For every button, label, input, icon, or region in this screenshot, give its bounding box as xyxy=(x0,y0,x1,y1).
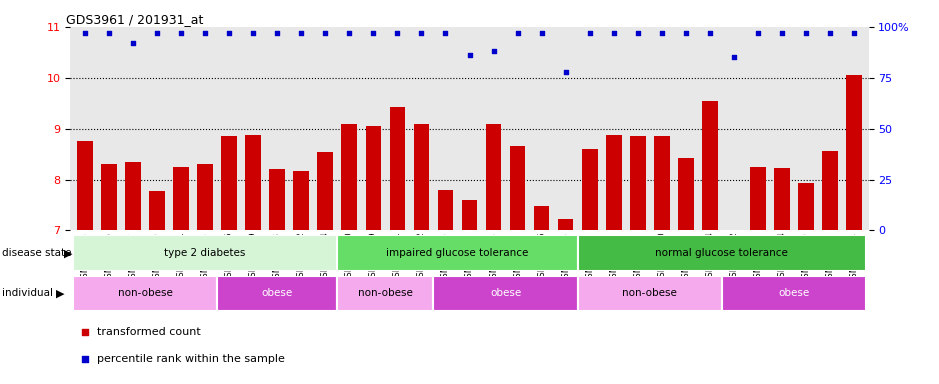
Text: ▶: ▶ xyxy=(64,248,72,258)
Text: non-obese: non-obese xyxy=(117,288,173,298)
Point xyxy=(294,30,309,36)
Point xyxy=(317,30,332,36)
Bar xyxy=(337,235,577,271)
Point xyxy=(78,356,93,362)
Point xyxy=(438,30,453,36)
Point xyxy=(269,30,285,36)
Bar xyxy=(337,276,434,311)
Bar xyxy=(245,135,261,230)
Bar xyxy=(678,158,694,230)
Bar xyxy=(101,164,116,230)
Point xyxy=(101,30,116,36)
Point xyxy=(798,30,813,36)
Point xyxy=(222,30,237,36)
Bar xyxy=(73,235,337,271)
Text: non-obese: non-obese xyxy=(358,288,413,298)
Bar xyxy=(317,152,333,230)
Bar xyxy=(222,136,237,230)
Bar xyxy=(293,171,309,230)
Text: individual: individual xyxy=(2,288,53,298)
Point xyxy=(149,30,164,36)
Text: GDS3961 / 201931_at: GDS3961 / 201931_at xyxy=(67,13,204,26)
Point xyxy=(366,30,381,36)
Point xyxy=(486,48,501,55)
Bar xyxy=(434,276,577,311)
Bar xyxy=(702,101,717,230)
Text: normal glucose tolerance: normal glucose tolerance xyxy=(655,248,789,258)
Bar xyxy=(606,135,622,230)
Bar xyxy=(462,200,477,230)
Bar xyxy=(342,124,357,230)
Point xyxy=(126,40,141,46)
Point xyxy=(582,30,597,36)
Bar xyxy=(654,136,670,230)
Point xyxy=(246,30,261,36)
Bar xyxy=(798,183,814,230)
Bar xyxy=(582,149,597,230)
Bar xyxy=(269,169,285,230)
Bar xyxy=(77,141,93,230)
Point xyxy=(775,30,790,36)
Point xyxy=(78,329,93,335)
Point xyxy=(197,30,212,36)
Text: ▶: ▶ xyxy=(56,288,65,298)
Text: non-obese: non-obese xyxy=(623,288,677,298)
Bar xyxy=(577,276,722,311)
Point xyxy=(607,30,622,36)
Point xyxy=(174,30,189,36)
Point xyxy=(558,69,573,75)
Bar xyxy=(73,276,217,311)
Point xyxy=(534,30,549,36)
Bar xyxy=(365,126,381,230)
Point xyxy=(727,55,742,61)
Bar xyxy=(197,164,213,230)
Point xyxy=(823,30,838,36)
Point xyxy=(414,30,429,36)
Bar xyxy=(413,124,429,230)
Point xyxy=(630,30,645,36)
Point xyxy=(390,30,405,36)
Bar xyxy=(149,191,164,230)
Bar xyxy=(630,136,646,230)
Bar xyxy=(846,75,862,230)
Text: obese: obese xyxy=(262,288,293,298)
Bar xyxy=(390,107,406,230)
Point xyxy=(678,30,693,36)
Bar xyxy=(558,219,574,230)
Point xyxy=(847,30,862,36)
Bar xyxy=(750,167,766,230)
Bar xyxy=(510,146,526,230)
Text: type 2 diabetes: type 2 diabetes xyxy=(164,248,246,258)
Bar xyxy=(823,151,838,230)
Bar xyxy=(533,206,549,230)
Text: obese: obese xyxy=(778,288,809,298)
Bar xyxy=(577,235,866,271)
Point xyxy=(702,30,717,36)
Bar xyxy=(775,168,790,230)
Bar xyxy=(722,276,866,311)
Text: transformed count: transformed count xyxy=(97,327,200,337)
Text: obese: obese xyxy=(490,288,521,298)
Text: disease state: disease state xyxy=(2,248,71,258)
Point xyxy=(654,30,670,36)
Bar xyxy=(217,276,337,311)
Point xyxy=(342,30,357,36)
Bar xyxy=(485,124,501,230)
Bar xyxy=(726,230,742,232)
Point xyxy=(77,30,92,36)
Text: impaired glucose tolerance: impaired glucose tolerance xyxy=(386,248,529,258)
Point xyxy=(510,30,525,36)
Point xyxy=(750,30,765,36)
Bar xyxy=(173,167,189,230)
Bar xyxy=(438,190,454,230)
Text: percentile rank within the sample: percentile rank within the sample xyxy=(97,354,285,364)
Point xyxy=(462,52,477,58)
Bar xyxy=(125,162,141,230)
